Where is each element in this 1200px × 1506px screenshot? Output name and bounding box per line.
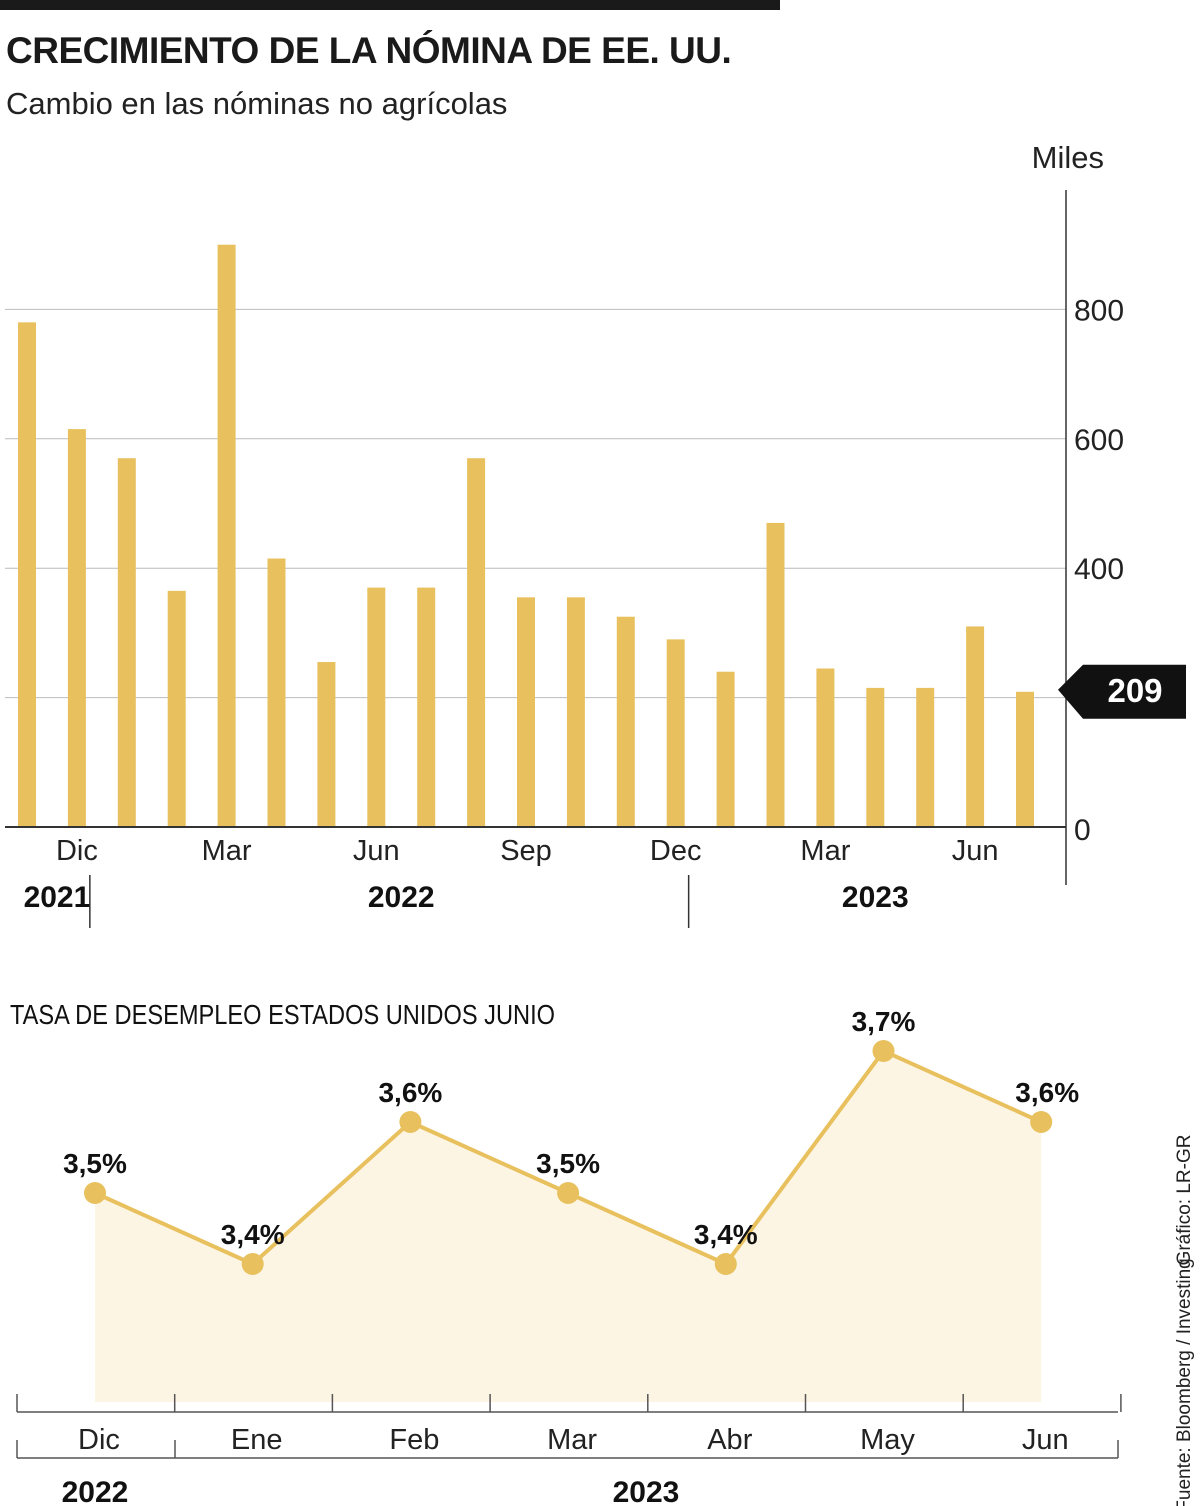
- bar: [117, 458, 136, 827]
- line-x-tick-label: Abr: [707, 1424, 752, 1456]
- bar: [167, 590, 186, 827]
- point-label: 3,6%: [1015, 1077, 1079, 1108]
- bar-series: [18, 244, 1034, 827]
- top-rule: [0, 0, 780, 10]
- bar: [417, 587, 436, 827]
- point-label: 3,5%: [536, 1148, 600, 1179]
- bar: [666, 639, 685, 827]
- x-tick-label: Sep: [500, 835, 552, 867]
- bar: [367, 587, 386, 827]
- x-tick-label: Dec: [650, 835, 702, 867]
- unit-label: Miles: [1032, 140, 1104, 175]
- bar: [566, 597, 585, 827]
- year-label: 2021: [24, 881, 91, 914]
- line-point: [84, 1182, 106, 1204]
- bar-x-ticks: Dic Mar Jun Sep Dec Mar Jun: [56, 835, 999, 867]
- point-label: 3,7%: [852, 1006, 916, 1037]
- point-label: 3,4%: [694, 1219, 758, 1250]
- bar: [866, 687, 885, 827]
- point-label: 3,5%: [63, 1148, 127, 1179]
- line-point-labels: 3,5% 3,4% 3,6% 3,5% 3,4% 3,7% 3,6%: [63, 1006, 1079, 1250]
- bar: [267, 558, 286, 827]
- bar: [517, 597, 535, 827]
- y-tick-label: 400: [1074, 553, 1124, 586]
- line-x-tick-label: May: [860, 1424, 915, 1456]
- bar: [1016, 691, 1034, 827]
- y-tick-label: 0: [1074, 814, 1091, 847]
- bar: [716, 671, 735, 827]
- chart-title: CRECIMIENTO DE LA NÓMINA DE EE. UU.: [6, 30, 732, 71]
- line-point: [399, 1111, 422, 1133]
- bar: [467, 458, 486, 827]
- line-x-tick-label: Dic: [78, 1424, 120, 1456]
- line-point: [872, 1040, 895, 1062]
- badge-shape: [1058, 664, 1186, 719]
- data-source: Fuente: Bloomberg / Investing: [1174, 1258, 1195, 1506]
- bar-year-labels: 2021 2022 2023: [24, 875, 909, 928]
- line-point: [714, 1253, 737, 1275]
- bar: [766, 522, 785, 827]
- bar: [966, 626, 985, 827]
- year-label: 2023: [842, 881, 909, 914]
- graphic-credit: Gráfico: LR-GR: [1174, 1135, 1195, 1266]
- bar: [916, 687, 935, 827]
- line-x-axis: [16, 1394, 1122, 1459]
- y-tick-label: 600: [1074, 424, 1124, 457]
- bar: [67, 429, 86, 827]
- x-tick-label: Jun: [353, 835, 400, 867]
- line-x-tick-label: Mar: [547, 1424, 597, 1456]
- line-x-tick-label: Feb: [389, 1424, 439, 1456]
- badge-value: 209: [1107, 672, 1162, 709]
- bar: [18, 322, 36, 827]
- bar: [616, 616, 635, 827]
- line-point: [557, 1182, 580, 1204]
- bar-gridlines: [5, 308, 1066, 699]
- bar: [317, 662, 336, 827]
- x-tick-label: Mar: [202, 835, 252, 867]
- line-year-labels: 2022 2023: [62, 1476, 680, 1506]
- line-x-tick-label: Ene: [231, 1424, 283, 1456]
- line-year-label: 2023: [613, 1476, 680, 1506]
- chart-subtitle: Cambio en las nóminas no agrícolas: [6, 86, 508, 121]
- x-tick-label: Mar: [800, 835, 850, 867]
- year-label: 2022: [368, 881, 435, 914]
- line-year-label: 2022: [62, 1476, 129, 1506]
- line-point: [241, 1253, 264, 1275]
- y-tick-label: 800: [1074, 294, 1124, 327]
- bar: [217, 244, 236, 827]
- line-x-ticks: Dic Ene Feb Mar Abr May Jun: [78, 1424, 1069, 1456]
- line-chart-title: TASA DE DESEMPLEO ESTADOS UNIDOS JUNIO: [10, 999, 555, 1030]
- line-area-fill: [95, 1051, 1042, 1402]
- point-label: 3,6%: [378, 1077, 442, 1108]
- bar: [816, 668, 835, 827]
- point-label: 3,4%: [221, 1219, 285, 1250]
- latest-value-badge: 209: [1058, 664, 1186, 719]
- line-point: [1030, 1111, 1053, 1133]
- line-points: [84, 1040, 1053, 1275]
- bar-y-ticks: 0 400 600 800: [1074, 294, 1124, 847]
- x-tick-label: Jun: [952, 835, 999, 867]
- line-x-tick-label: Jun: [1022, 1424, 1069, 1456]
- x-tick-label: Dic: [56, 835, 98, 867]
